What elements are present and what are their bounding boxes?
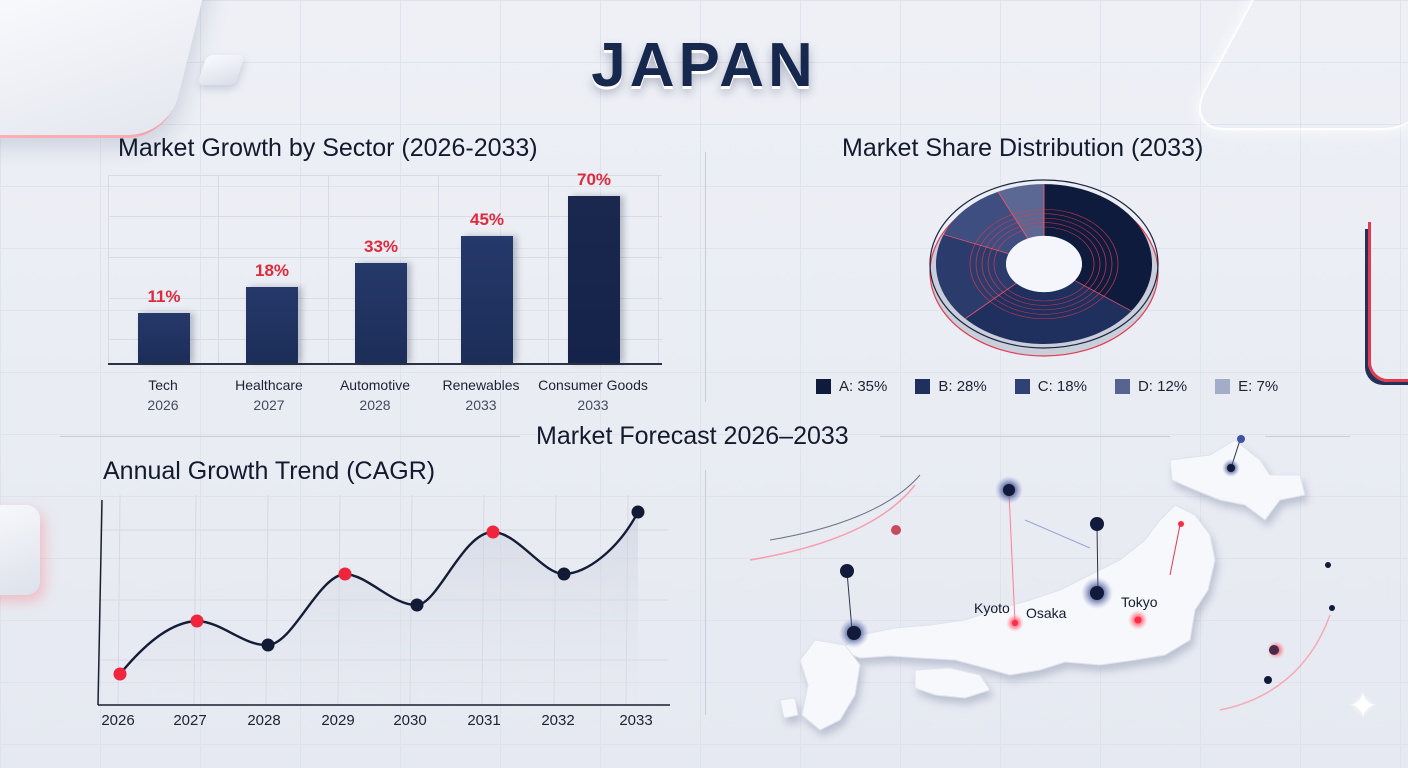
legend-item-d[interactable]: D: 12%	[1114, 378, 1188, 395]
bar-category-label: Automotive 2028	[310, 375, 440, 415]
forecast-title: Market Forecast 2026–2033	[536, 422, 849, 450]
legend-swatch	[1114, 379, 1130, 394]
japan-map-graphic	[749, 435, 1335, 731]
map-marker[interactable]	[840, 564, 854, 578]
category-year: 2027	[253, 397, 285, 413]
x-tick-label: 2027	[173, 712, 207, 729]
legend-label: D: 12%	[1137, 378, 1188, 395]
x-tick-label: 2033	[619, 712, 653, 729]
x-tick-label: 2026	[101, 712, 135, 729]
category-name: Renewables	[442, 377, 520, 393]
category-year: 2033	[465, 397, 497, 413]
page-title: JAPAN	[591, 31, 817, 100]
bar-tech[interactable]: 11%	[138, 287, 190, 363]
bar-rect	[138, 313, 190, 363]
bar-rect	[246, 287, 298, 363]
point-2028[interactable]	[261, 638, 275, 652]
decorative-panel-left	[0, 505, 40, 595]
japan-map: Kyoto Osaka Tokyo	[740, 430, 1360, 750]
city-label-osaka: Osaka	[1026, 605, 1067, 621]
bar-rect	[568, 196, 620, 363]
line-chart: 2026 2027 2028 2029 2030 2031 2032 2033	[78, 490, 678, 735]
category-name: Automotive	[339, 377, 411, 393]
legend-swatch	[816, 379, 831, 394]
category-name: Healthcare	[235, 377, 303, 393]
legend-label: C: 18%	[1037, 378, 1087, 395]
vertical-divider-bottom	[705, 470, 706, 715]
bar-renewables[interactable]: 45%	[461, 210, 513, 363]
category-year: 2028	[359, 397, 391, 413]
bar-value-label: 18%	[254, 261, 290, 280]
category-name: Consumer Goods	[538, 377, 648, 393]
bar-chart-plot-area: 11% 18% 33% 45% 70%	[108, 170, 662, 365]
point-2029[interactable]	[338, 567, 352, 581]
donut-chart-title: Market Share Distribution (2033)	[842, 134, 1204, 162]
point-2033[interactable]	[631, 505, 645, 519]
bar-healthcare[interactable]: 18%	[246, 261, 298, 363]
legend-item-c[interactable]: C: 18%	[1014, 378, 1087, 395]
legend-swatch	[915, 379, 931, 394]
legend-label: E: 7%	[1238, 378, 1279, 395]
bar-value-label: 45%	[469, 210, 505, 229]
bar-value-label: 11%	[147, 287, 181, 306]
bar-category-label: Healthcare 2027	[204, 375, 334, 415]
bar-value-label: 70%	[576, 170, 612, 189]
horizontal-divider-right	[880, 436, 1170, 437]
decorative-frame-right	[1368, 222, 1408, 382]
legend-label: B: 28%	[938, 378, 987, 395]
horizontal-divider-far-right	[1265, 436, 1350, 437]
point-2027[interactable]	[190, 614, 204, 628]
city-label-tokyo: Tokyo	[1121, 594, 1158, 610]
bar-category-label: Renewables 2033	[416, 375, 546, 415]
bar-chart-title: Market Growth by Sector (2026-2033)	[118, 134, 538, 162]
bar-rect	[355, 263, 407, 363]
x-tick-label: 2031	[467, 712, 501, 729]
donut-slice-d[interactable]	[943, 191, 1028, 254]
line-chart-title: Annual Growth Trend (CAGR)	[103, 457, 436, 485]
donut-slice-a[interactable]	[1044, 184, 1153, 311]
x-tick-label: 2029	[321, 712, 355, 729]
bar-value-label: 33%	[363, 237, 399, 256]
map-marker[interactable]	[1237, 435, 1245, 443]
donut-legend: A: 35% B: 28% C: 18% D: 12% E: 7%	[816, 378, 1306, 395]
point-2031[interactable]	[486, 525, 500, 539]
donut-slice-b[interactable]	[965, 280, 1132, 344]
x-tick-label: 2030	[393, 712, 427, 729]
legend-item-e[interactable]: E: 7%	[1215, 378, 1278, 395]
legend-item-b[interactable]: B: 28%	[915, 378, 987, 395]
donut-slice-c[interactable]	[935, 234, 1017, 319]
map-marker[interactable]	[1090, 517, 1104, 531]
bar-rect	[461, 236, 513, 363]
x-tick-label: 2028	[247, 712, 281, 729]
vertical-divider-top	[705, 152, 706, 402]
category-year: 2033	[577, 397, 609, 413]
x-tick-label: 2032	[541, 712, 575, 729]
legend-swatch	[1014, 379, 1030, 394]
point-2030[interactable]	[410, 598, 424, 612]
line-chart-graphic	[97, 494, 670, 706]
sparkle-icon: ✦	[1347, 685, 1379, 726]
point-2032[interactable]	[557, 567, 571, 581]
bar-chart: 11% 18% 33% 45% 70% Tech 2026 Healthcare 2…	[108, 170, 668, 420]
category-year: 2026	[147, 397, 179, 413]
bar-category-label: Tech 2026	[98, 375, 228, 415]
donut-chart	[928, 176, 1160, 360]
category-name: Tech	[148, 377, 178, 393]
bar-consumer-goods[interactable]: 70%	[568, 170, 620, 363]
legend-label: A: 35%	[839, 378, 888, 395]
map-marker[interactable]	[1178, 521, 1184, 527]
legend-swatch	[1215, 379, 1231, 394]
bar-automotive[interactable]: 33%	[355, 237, 407, 363]
city-label-kyoto: Kyoto	[974, 600, 1010, 616]
point-2026[interactable]	[113, 667, 127, 681]
legend-item-a[interactable]: A: 35%	[816, 378, 887, 395]
bar-category-label: Consumer Goods 2033	[528, 375, 658, 415]
donut-chart-graphic	[929, 179, 1159, 357]
donut-slice-e[interactable]	[998, 184, 1044, 239]
horizontal-divider-left	[60, 436, 520, 437]
